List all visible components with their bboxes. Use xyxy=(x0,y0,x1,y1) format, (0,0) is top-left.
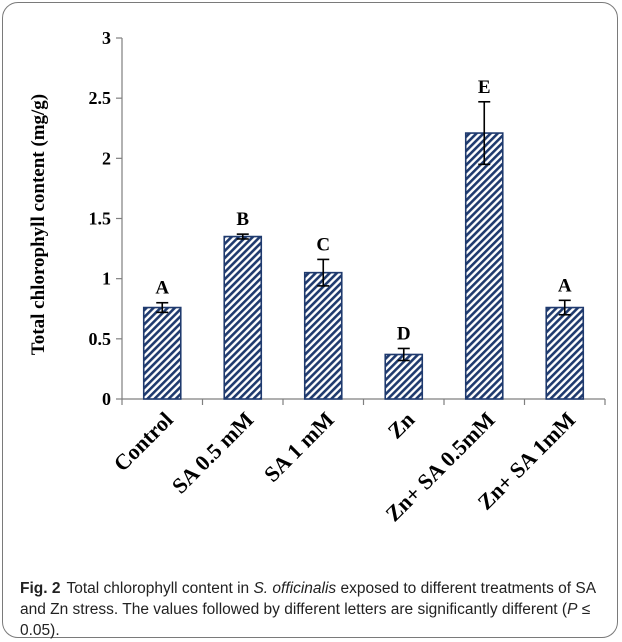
y-tick-label: 2.5 xyxy=(89,88,112,108)
error-bars xyxy=(156,100,571,362)
significance-letter: C xyxy=(316,234,330,255)
category-label: Zn xyxy=(383,407,420,444)
significance-letter: D xyxy=(397,323,411,344)
y-tick-label: 0 xyxy=(102,389,111,409)
bar xyxy=(142,306,182,400)
bar xyxy=(303,271,343,400)
significance-letter: E xyxy=(478,77,491,98)
caption-text-after: exposed to different treatments of SA an… xyxy=(20,580,596,618)
caption-p-symbol: P xyxy=(567,601,578,618)
figure-caption: Fig. 2 Total chlorophyll content in S. of… xyxy=(20,578,605,641)
caption-label: Fig. 2 xyxy=(20,580,61,597)
y-axis: 0 0.5 1 1.5 2 2.5 3 xyxy=(89,28,123,409)
significance-letter: B xyxy=(236,209,249,230)
category-label: Control xyxy=(109,407,178,476)
y-tick-label: 0.5 xyxy=(89,329,112,349)
significance-letter: A xyxy=(558,275,572,296)
significance-letter: A xyxy=(155,278,169,299)
bars xyxy=(142,132,585,400)
significance-labels: A B C D E A xyxy=(155,77,572,345)
bar xyxy=(545,306,585,400)
bar xyxy=(464,132,504,400)
category-label: SA 1 mM xyxy=(259,407,339,487)
caption-p-rest: ≤ 0.05). xyxy=(20,601,591,639)
category-label: SA 0.5 mM xyxy=(167,407,259,499)
y-tick-label: 3 xyxy=(102,28,111,48)
y-tick-label: 2 xyxy=(102,148,111,168)
y-axis-label: Total chlorophyll content (mg/g) xyxy=(28,94,49,355)
bar xyxy=(223,235,263,400)
y-tick-label: 1 xyxy=(102,269,111,289)
caption-species: S. officinalis xyxy=(253,580,337,597)
x-axis xyxy=(121,398,606,405)
y-tick-label: 1.5 xyxy=(89,209,112,229)
caption-text-before: Total chlorophyll content in xyxy=(66,580,254,597)
